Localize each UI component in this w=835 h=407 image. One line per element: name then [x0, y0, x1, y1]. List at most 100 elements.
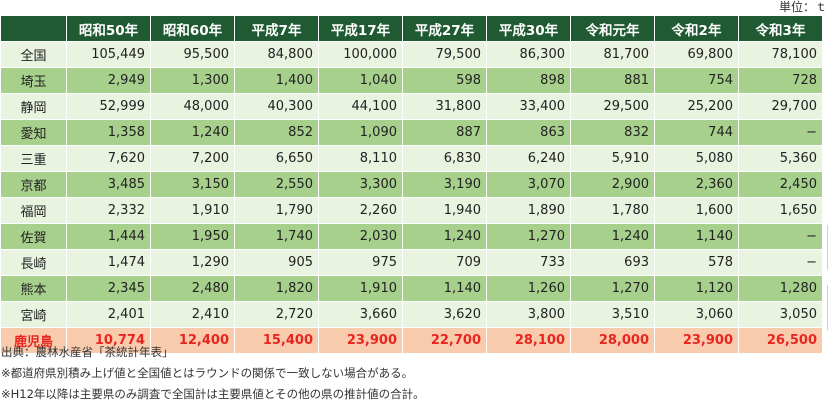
value-cell: 33,400 — [486, 93, 571, 120]
value-cell: 1,140 — [654, 223, 739, 250]
column-header: 平成7年 — [234, 15, 319, 42]
prefecture-name: 埼玉 — [0, 67, 67, 94]
edge-divider — [827, 285, 834, 330]
column-header: 昭和60年 — [150, 15, 235, 42]
prefecture-name: 静岡 — [0, 93, 67, 120]
value-cell: 1,040 — [318, 67, 403, 94]
source-note: 出典：農林水産省「茶統計年表」 — [1, 345, 174, 359]
unit-label: 単位：ｔ — [778, 0, 827, 14]
value-cell: 6,830 — [402, 145, 487, 172]
table-row: 福岡 2,332 1,910 1,790 2,260 1,940 1,890 1,780 1,6… — [0, 197, 823, 224]
value-cell: 3,800 — [486, 301, 571, 328]
value-cell: 2,332 — [66, 197, 151, 224]
value-cell: 12,400 — [150, 327, 235, 354]
prefecture-name: 佐賀 — [0, 223, 67, 250]
prefecture-name: 鹿児島 — [0, 327, 67, 354]
value-cell: 1,358 — [66, 119, 151, 146]
table-header-row: 昭和50年 昭和60年 平成7年 平成17年 平成27年 平成30年 令和元年 … — [0, 15, 823, 42]
table-row-highlight: 鹿児島 10,774 12,400 15,400 23,900 22,700 28,100 2… — [0, 327, 823, 354]
value-cell: 8,110 — [318, 145, 403, 172]
prefecture-name: 愛知 — [0, 119, 67, 146]
value-cell: 1,400 — [234, 67, 319, 94]
value-cell: 1,650 — [738, 197, 823, 224]
value-cell: 100,000 — [318, 41, 403, 68]
value-cell: 1,950 — [150, 223, 235, 250]
notes: 出典：農林水産省「茶統計年表」 ※都道府県別積み上げ値と全国値とはラウンドの関係… — [1, 342, 425, 405]
value-cell: 1,940 — [402, 197, 487, 224]
value-cell: 1,240 — [150, 119, 235, 146]
value-cell: 26,500 — [738, 327, 823, 354]
value-cell: 78,100 — [738, 41, 823, 68]
value-cell: 22,700 — [402, 327, 487, 354]
value-cell: 863 — [486, 119, 571, 146]
value-cell: 1,740 — [234, 223, 319, 250]
value-cell: 1,240 — [570, 223, 655, 250]
value-cell: 1,120 — [654, 275, 739, 302]
value-cell: 1,910 — [318, 275, 403, 302]
table-row: 静岡 52,999 48,000 40,300 44,100 31,800 33,400 29… — [0, 93, 823, 120]
header-corner-cell — [0, 15, 67, 42]
value-cell: 31,800 — [402, 93, 487, 120]
value-cell: 1,280 — [738, 275, 823, 302]
value-cell: 754 — [654, 67, 739, 94]
value-cell: 1,600 — [654, 197, 739, 224]
value-cell: 578 — [654, 249, 739, 276]
value-cell: 2,550 — [234, 171, 319, 198]
value-cell: 3,150 — [150, 171, 235, 198]
value-cell: 1,140 — [402, 275, 487, 302]
edge-divider — [827, 225, 834, 270]
value-cell: 852 — [234, 119, 319, 146]
value-cell: 3,620 — [402, 301, 487, 328]
value-cell: 2,401 — [66, 301, 151, 328]
column-header: 平成27年 — [402, 15, 487, 42]
value-cell: 693 — [570, 249, 655, 276]
value-cell: 5,080 — [654, 145, 739, 172]
column-header: 令和元年 — [570, 15, 655, 42]
value-cell: 1,780 — [570, 197, 655, 224]
value-cell: 40,300 — [234, 93, 319, 120]
table-row: 宮崎 2,401 2,410 2,720 3,660 3,620 3,800 3,510 3,0… — [0, 301, 823, 328]
table-row: 三重 7,620 7,200 6,650 8,110 6,830 6,240 5,910 5,0… — [0, 145, 823, 172]
survey-note: ※H12年以降は主要県のみ調査で全国計は主要県値とその他の県の推計値の合計。 — [1, 387, 425, 401]
value-cell: 1,240 — [402, 223, 487, 250]
value-cell: 1,090 — [318, 119, 403, 146]
value-cell: 1,820 — [234, 275, 319, 302]
table-row: 愛知 1,358 1,240 852 1,090 887 863 832 744− — [0, 119, 823, 146]
value-cell: 1,444 — [66, 223, 151, 250]
value-cell: 52,999 — [66, 93, 151, 120]
value-cell: 3,060 — [654, 301, 739, 328]
value-cell: 7,200 — [150, 145, 235, 172]
prefecture-name: 福岡 — [0, 197, 67, 224]
value-cell: 81,700 — [570, 41, 655, 68]
prefecture-name: 熊本 — [0, 275, 67, 302]
table-row: 長崎 1,474 1,290 905 975 709 733 693 578− — [0, 249, 823, 276]
value-cell: 709 — [402, 249, 487, 276]
value-cell: 1,270 — [570, 275, 655, 302]
value-cell: 898 — [486, 67, 571, 94]
value-cell: 2,345 — [66, 275, 151, 302]
value-cell: 1,270 — [486, 223, 571, 250]
column-header: 昭和50年 — [66, 15, 151, 42]
value-cell: 105,449 — [66, 41, 151, 68]
value-cell: 29,700 — [738, 93, 823, 120]
value-cell: 2,900 — [570, 171, 655, 198]
value-cell: 25,200 — [654, 93, 739, 120]
value-cell: 744 — [654, 119, 739, 146]
value-cell: 3,070 — [486, 171, 571, 198]
column-header: 平成17年 — [318, 15, 403, 42]
value-cell: 2,410 — [150, 301, 235, 328]
value-cell: 733 — [486, 249, 571, 276]
value-cell: 6,650 — [234, 145, 319, 172]
value-cell: 3,190 — [402, 171, 487, 198]
value-cell: 69,800 — [654, 41, 739, 68]
value-cell: 2,260 — [318, 197, 403, 224]
value-cell: 1,290 — [150, 249, 235, 276]
value-cell: 5,360 — [738, 145, 823, 172]
value-cell: 2,030 — [318, 223, 403, 250]
value-cell: 598 — [402, 67, 487, 94]
value-cell: 95,500 — [150, 41, 235, 68]
value-cell: 832 — [570, 119, 655, 146]
value-cell: 6,240 — [486, 145, 571, 172]
value-cell: 3,050 — [738, 301, 823, 328]
column-header: 令和3年 — [738, 15, 823, 42]
